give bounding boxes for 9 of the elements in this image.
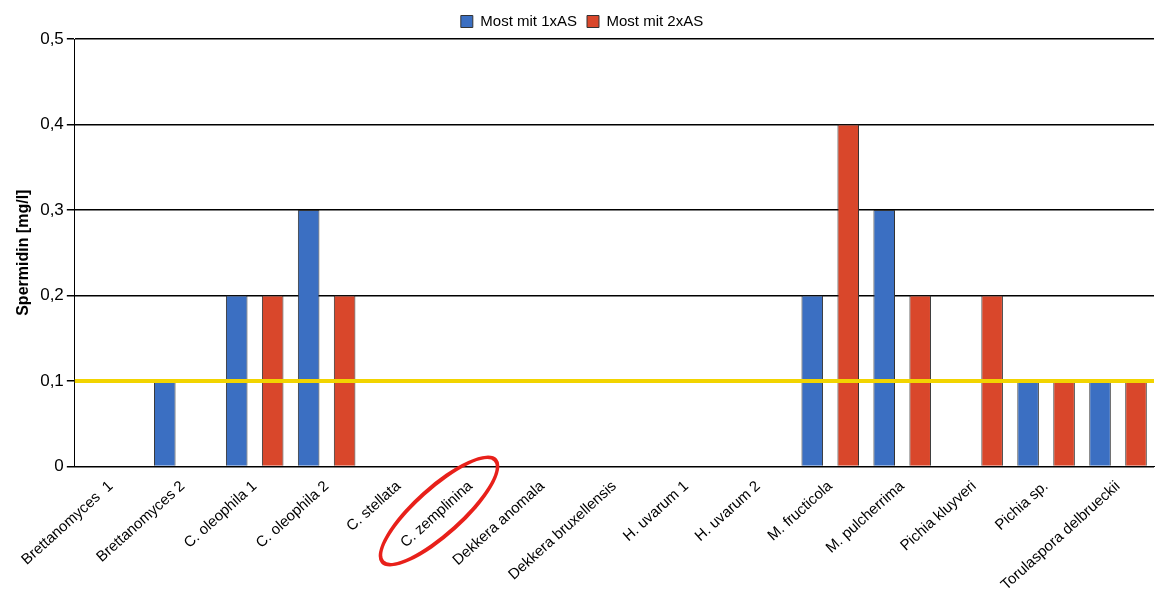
y-tick-label: 0,1 <box>40 370 64 390</box>
legend-label: Most mit 2xAS <box>606 11 704 29</box>
y-tick-label: 0,2 <box>40 285 64 305</box>
y-tick-label: 0,4 <box>40 114 64 134</box>
y-tick-label: 0,3 <box>40 199 64 219</box>
y-tick-label: 0,5 <box>40 28 64 48</box>
y-axis-title: Spermidin [mg/l] <box>14 189 32 316</box>
legend-label: Most mit 1xAS <box>480 11 577 29</box>
y-tick-label: 0 <box>54 456 64 476</box>
